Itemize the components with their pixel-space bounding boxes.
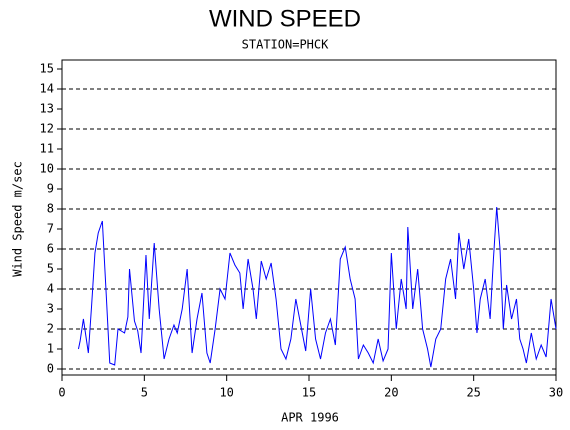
y-tick-label: 0 [47, 362, 54, 376]
x-tick-label: 10 [219, 386, 233, 400]
plot-frame [61, 59, 557, 376]
x-tick-label: 20 [384, 386, 398, 400]
y-tick-label: 14 [40, 82, 54, 96]
y-tick-label: 9 [47, 182, 54, 196]
y-tick-label: 2 [47, 322, 54, 336]
y-tick-label: 3 [47, 302, 54, 316]
y-tick-label: 4 [47, 282, 54, 296]
x-tick-label: 25 [466, 386, 480, 400]
y-tick-label: 10 [40, 162, 54, 176]
y-tick-label: 13 [40, 102, 54, 116]
y-tick-label: 5 [47, 262, 54, 276]
y-tick-label: 12 [40, 122, 54, 136]
y-tick-label: 11 [40, 142, 54, 156]
y-axis-label: Wind Speed m/sec [11, 161, 25, 277]
y-tick-label: 1 [47, 342, 54, 356]
y-tick-label: 8 [47, 202, 54, 216]
y-tick-label: 7 [47, 222, 54, 236]
x-tick-label: 15 [302, 386, 316, 400]
data-line [77, 206, 557, 368]
chart-subtitle: STATION=PHCK [242, 38, 329, 52]
x-tick-label: 30 [549, 386, 563, 400]
chart-title: WIND SPEED [209, 5, 361, 32]
x-tick-label: 5 [141, 386, 148, 400]
x-axis-label: APR 1996 [281, 411, 339, 425]
y-tick-label: 15 [40, 62, 54, 76]
y-tick-label: 6 [47, 242, 54, 256]
x-tick-label: 0 [58, 386, 65, 400]
